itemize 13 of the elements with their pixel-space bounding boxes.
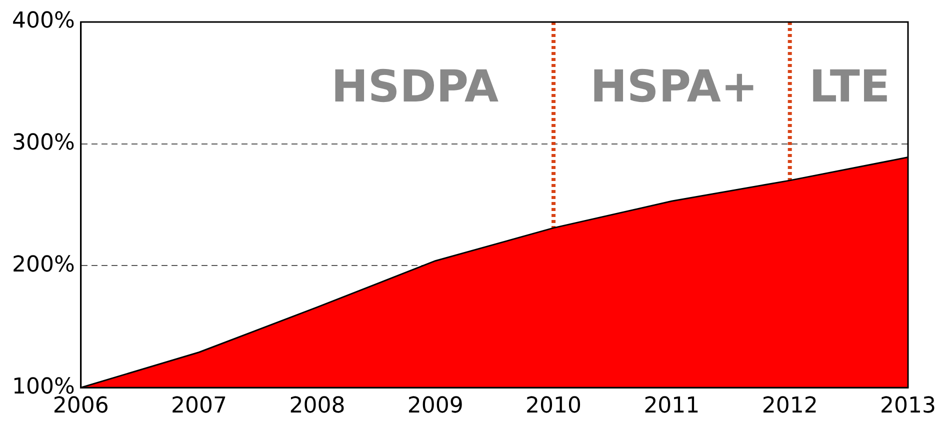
x-tick-label: 2007 [171, 394, 228, 419]
x-tick-label: 2010 [526, 394, 582, 419]
annotation: HSPA+ [590, 61, 758, 112]
x-tick-label: 2012 [762, 394, 818, 419]
y-tick-label: 300% [12, 130, 75, 156]
x-tick-label: 2009 [407, 394, 464, 419]
y-tick-label: 400% [12, 8, 75, 34]
x-tick-label: 2008 [289, 394, 346, 419]
annotation: LTE [809, 61, 890, 112]
x-tick-label: 2013 [880, 394, 936, 419]
x-tick-label: 2011 [644, 394, 700, 419]
annotation: HSDPA [331, 61, 499, 112]
y-tick-label: 200% [12, 252, 75, 278]
